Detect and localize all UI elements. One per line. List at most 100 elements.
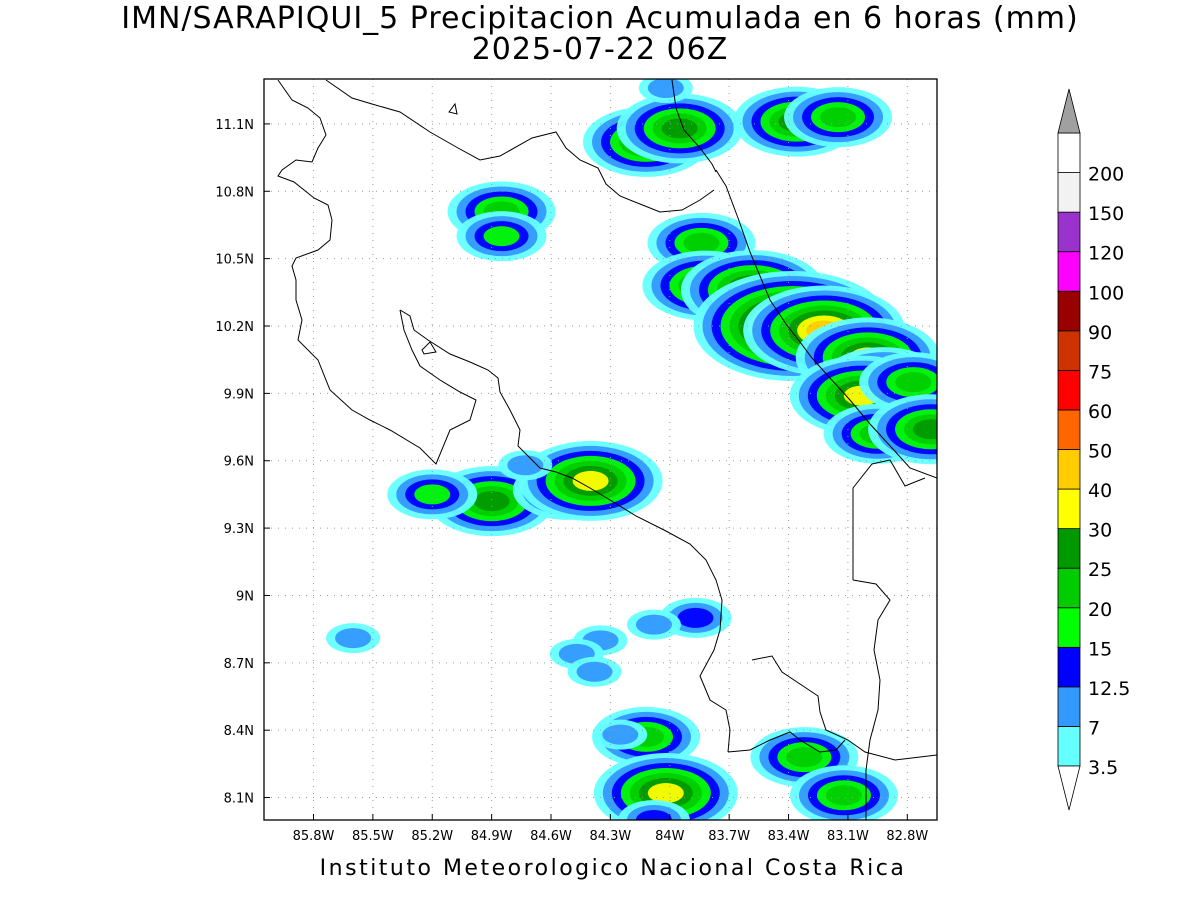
longitude-tick-label: 84.6W	[530, 829, 572, 844]
precip-contour	[507, 455, 544, 476]
precip-contour	[635, 614, 672, 635]
longitude-tick-label: 82.8W	[886, 829, 928, 844]
colorbar-label: 7	[1088, 717, 1100, 739]
colorbar-label: 200	[1088, 164, 1124, 186]
coastline	[277, 79, 937, 820]
precip-cell	[626, 609, 681, 640]
longitude-tick-label: 85.5W	[352, 829, 394, 844]
coastline-osa	[727, 731, 846, 753]
precip-contour	[572, 470, 609, 491]
precip-contour	[602, 724, 639, 745]
latitude-tick-label: 9.9N	[224, 387, 254, 402]
precip-cell	[326, 623, 381, 654]
colorbar-swatch	[1057, 488, 1081, 530]
latitude-tick-label: 10.5N	[215, 253, 254, 268]
colorbar-label: 75	[1088, 361, 1112, 383]
precip-contour	[913, 419, 937, 440]
colorbar-swatch	[1057, 369, 1081, 411]
colorbar-label: 3.5	[1088, 757, 1118, 779]
colorbar-label: 25	[1088, 559, 1112, 581]
longitude-tick-label: 84.3W	[589, 829, 631, 844]
precip-cell	[617, 800, 690, 820]
precip-contour	[825, 785, 862, 806]
footer-credit: Instituto Meteorologico Nacional Costa R…	[319, 856, 907, 881]
colorbar-swatch	[1057, 172, 1081, 213]
precip-cell	[784, 87, 893, 148]
precip-cell	[868, 394, 937, 465]
colorbar-label: 40	[1088, 480, 1112, 502]
precip-contour	[473, 491, 510, 512]
colorbar-label: 100	[1088, 282, 1124, 304]
colorbar-label: 15	[1088, 638, 1112, 660]
coastline-nicoya-gulf	[399, 309, 731, 753]
island-chira	[421, 341, 437, 355]
coastline-nicaragua-lake	[325, 79, 715, 213]
precip-contour	[786, 747, 823, 768]
map-frame	[263, 78, 938, 821]
longitude-tick-label: 85.8W	[293, 829, 335, 844]
island-lake	[448, 102, 458, 115]
precip-cell	[593, 719, 648, 750]
coastline-caribbean	[715, 169, 937, 479]
latitude-axis-labels: 11.1N 10.8N 10.5N 10.2N 9.9N 9.6N 9.3N 9N 8.7N 8.…	[215, 118, 254, 807]
colorbar-swatch	[1057, 726, 1081, 767]
precipitation-field	[326, 79, 937, 820]
latitude-tick-label: 8.7N	[224, 657, 254, 672]
latitude-tick-label: 9.3N	[224, 522, 254, 537]
lat-lon-grid	[264, 79, 937, 820]
longitude-tick-label: 84.9W	[471, 829, 513, 844]
precip-contour	[661, 118, 698, 139]
coastline-golfito	[751, 655, 937, 761]
map-title: IMN/SARAPIQUI_5 Precipitacion Acumulada …	[121, 1, 1079, 36]
colorbar-swatch	[1057, 449, 1081, 490]
precip-contour	[335, 628, 372, 649]
precip-cell	[638, 79, 693, 103]
precip-cell	[456, 211, 547, 262]
latitude-tick-label: 10.8N	[215, 185, 254, 200]
colorbar-label: 30	[1088, 520, 1112, 542]
precip-cell	[567, 656, 622, 687]
precip-contour	[647, 783, 684, 804]
latitude-tick-label: 8.1N	[224, 792, 254, 807]
border-nicaragua	[671, 79, 717, 173]
colorbar-swatch	[1057, 132, 1081, 173]
border-panama-south	[852, 579, 891, 820]
colorbar-swatch	[1057, 251, 1081, 292]
colorbar-swatch	[1057, 211, 1081, 253]
colorbar-overflow-arrow	[1057, 88, 1081, 134]
colorbar-swatch	[1057, 646, 1081, 688]
latitude-tick-label: 11.1N	[215, 118, 254, 133]
precip-cell	[498, 450, 553, 481]
colorbar-swatch	[1057, 409, 1081, 450]
colorbar-label: 120	[1088, 243, 1124, 265]
colorbar-legend: 3.5 7 12.5 15 20 25 30 40 50 60 75 90 100 120 150 200	[1057, 88, 1130, 811]
colorbar-label: 60	[1088, 401, 1112, 423]
colorbar-swatch	[1057, 330, 1081, 371]
colorbar-underflow-arrow	[1057, 765, 1081, 811]
longitude-tick-label: 83.4W	[768, 829, 810, 844]
colorbar-swatch	[1057, 607, 1081, 648]
precip-cell	[518, 440, 663, 521]
precip-contour	[895, 372, 932, 393]
colorbar-swatch	[1057, 567, 1081, 609]
colorbar-swatch	[1057, 686, 1081, 727]
longitude-tick-label: 83.1W	[827, 829, 869, 844]
precip-cell	[789, 765, 898, 820]
precip-contour	[635, 810, 672, 820]
coastline-pacific-north	[277, 79, 477, 465]
precip-cell	[387, 469, 478, 520]
border-costa-rica-panama	[852, 459, 926, 580]
longitude-axis-labels: 85.8W 85.5W 85.2W 84.9W 84.6W 84.3W 84W 83.7W 83…	[293, 829, 929, 844]
latitude-tick-label: 10.2N	[215, 320, 254, 335]
longitude-tick-label: 83.7W	[708, 829, 750, 844]
latitude-tick-label: 8.4N	[224, 724, 254, 739]
colorbar-label: 90	[1088, 322, 1112, 344]
precip-contour	[683, 232, 720, 253]
colorbar-label: 50	[1088, 441, 1112, 463]
precip-cell	[593, 753, 738, 820]
latitude-tick-label: 9.6N	[224, 455, 254, 470]
colorbar-label: 150	[1088, 203, 1124, 225]
precip-contour	[820, 107, 857, 128]
longitude-tick-label: 84W	[655, 829, 685, 844]
